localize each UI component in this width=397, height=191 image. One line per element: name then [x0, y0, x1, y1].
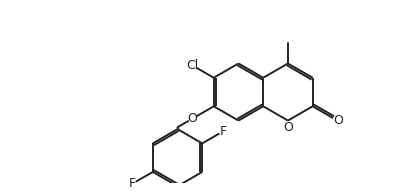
Text: O: O [283, 121, 293, 134]
Text: Cl: Cl [186, 59, 198, 72]
Text: F: F [129, 177, 136, 190]
Text: O: O [333, 114, 343, 127]
Text: F: F [220, 125, 227, 138]
Text: O: O [188, 112, 198, 125]
